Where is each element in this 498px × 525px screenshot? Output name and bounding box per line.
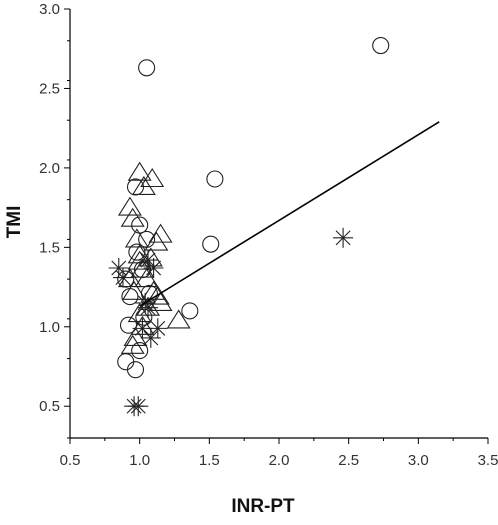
asterisk-point	[128, 396, 149, 417]
triangle-point	[127, 244, 152, 264]
asterisk-point	[112, 267, 133, 288]
asterisk-point	[132, 318, 153, 339]
triangle-point	[120, 207, 145, 227]
regression-line	[139, 121, 440, 307]
circle-point	[202, 235, 220, 253]
x-tick-label: 1.0	[129, 452, 150, 469]
triangle-point	[166, 309, 191, 329]
triangle-point	[144, 231, 169, 251]
asterisk-point	[138, 250, 159, 271]
tick-labels: 0.5 1.0 1.5 2.0 2.5 3.0 3.5 0.5 1.0 1.5 2.0 2.5 3.0	[39, 1, 498, 469]
triangle-point	[123, 326, 148, 346]
x-tick-label: 2.0	[269, 452, 290, 469]
triangle-point	[134, 268, 159, 288]
asterisk-point	[143, 257, 164, 278]
x-tick-label: 0.5	[60, 452, 81, 469]
circle-point	[138, 59, 156, 77]
triangle-point	[140, 167, 165, 188]
y-tick-label: 1.5	[39, 239, 60, 256]
y-tick-label: 1.0	[39, 319, 60, 336]
x-tick-label: 2.5	[338, 452, 359, 469]
circle-point	[126, 361, 145, 379]
x-tick-label: 1.5	[199, 452, 220, 469]
chart-axes	[64, 8, 489, 444]
circle-point	[131, 342, 149, 360]
x-tick-label: 3.0	[408, 452, 429, 469]
triangle-point	[120, 334, 145, 354]
triangle-point	[148, 291, 173, 311]
y-tick-label: 3.0	[39, 1, 60, 18]
circle-point	[117, 353, 135, 371]
y-tick-label: 0.5	[39, 398, 60, 415]
triangle-point	[127, 161, 152, 181]
circle-point	[128, 243, 146, 261]
x-tick-label: 3.5	[478, 452, 498, 469]
circle-point	[206, 170, 224, 188]
triangle-point	[145, 285, 170, 305]
triangle-point	[141, 280, 166, 300]
asterisk-point	[147, 318, 168, 339]
triangle-point	[124, 228, 149, 248]
x-axis-title: INR-PT	[231, 496, 295, 517]
circle-point	[135, 308, 153, 326]
chart-marks	[108, 36, 390, 417]
y-tick-label: 2.0	[39, 160, 60, 177]
circle-point	[181, 302, 199, 320]
triangle-point	[148, 223, 173, 243]
triangle-point	[117, 196, 142, 216]
triangle-point	[131, 175, 156, 196]
y-axis-title: TMI	[4, 206, 25, 239]
asterisk-point	[333, 227, 354, 248]
circle-point	[372, 36, 390, 55]
triangle-point	[122, 280, 147, 300]
y-tick-label: 2.5	[39, 80, 60, 97]
